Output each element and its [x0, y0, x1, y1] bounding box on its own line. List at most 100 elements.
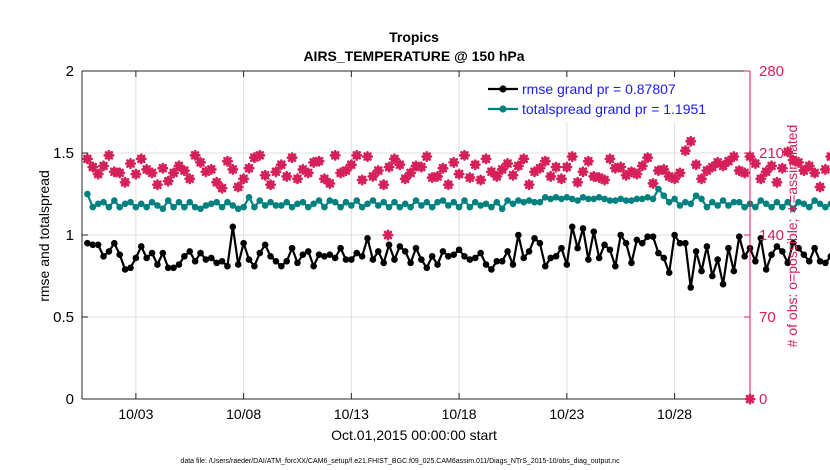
- rmse-point: [504, 248, 511, 255]
- obs-assimilated-marker: [690, 159, 702, 171]
- obs-possible-marker: [703, 166, 711, 175]
- rmse-point: [434, 261, 441, 268]
- rmse-point: [574, 244, 581, 252]
- rmse-point: [294, 259, 301, 267]
- y-right-tick-label: 280: [759, 63, 784, 80]
- totalspread-point: [741, 203, 748, 211]
- rmse-point: [725, 244, 732, 252]
- obs-possible-marker: [826, 152, 830, 161]
- obs-assimilated-marker: [550, 161, 562, 173]
- totalspread-point: [418, 202, 425, 209]
- obs-assimilated-marker: [545, 170, 557, 182]
- obs-assimilated-marker-stroke: [223, 156, 232, 166]
- obs-possible-marker: [805, 161, 814, 170]
- totalspread-point: [127, 198, 134, 206]
- totalspread-point: [617, 195, 625, 203]
- obs-assimilated-marker: [582, 155, 594, 167]
- y-right-axis-ticks: 0 70 140 210 280: [744, 63, 784, 408]
- y-left-axis-label: rmse and totalspread: [36, 170, 52, 302]
- obs-assimilated-marker: [130, 168, 142, 180]
- obs-possible-marker: [514, 161, 523, 170]
- rmse-point: [132, 254, 140, 262]
- totalspread-point: [757, 197, 765, 204]
- obs-assimilated-marker: [98, 160, 110, 172]
- rmse-point: [471, 254, 479, 262]
- obs-possible-marker: [293, 174, 302, 183]
- x-axis-ticks: 10/03 10/08 10/13 10/18 10/23 10/28: [118, 71, 692, 422]
- totalspread-point: [407, 203, 414, 211]
- obs-assimilated-marker-stroke: [373, 166, 383, 175]
- obs-possible-marker: [88, 163, 97, 171]
- rmse-point: [197, 249, 204, 257]
- totalspread-point: [116, 203, 124, 211]
- obs-assimilated-marker: [776, 162, 788, 174]
- rmse-point: [547, 254, 554, 262]
- totalspread-point: [261, 202, 269, 209]
- obs-assimilated-marker: [496, 163, 508, 175]
- y-left-tick-label: 1.5: [53, 145, 74, 162]
- y-left-tick-label: 0.5: [53, 309, 74, 326]
- obs-possible-marker: [767, 161, 776, 170]
- totalspread-point: [779, 203, 786, 211]
- obs-possible-marker: [487, 167, 496, 176]
- obs-possible-marker: [374, 166, 383, 175]
- obs-assimilated-marker-stroke: [794, 158, 803, 167]
- obs-assimilated-marker-stroke: [180, 166, 189, 175]
- rmse-line: [87, 225, 830, 289]
- totalspread-point: [159, 205, 167, 213]
- obs-assimilated-marker-stroke: [438, 163, 448, 173]
- obs-possible-marker: [649, 179, 657, 188]
- totalspread-point: [585, 195, 592, 203]
- obs-possible-marker: [325, 179, 334, 188]
- obs-assimilated-marker-stroke: [788, 155, 798, 165]
- x-axis-label: Oct.01,2015 00:00:00 start: [331, 427, 497, 443]
- obs-assimilated-marker-stroke: [244, 163, 254, 173]
- obs-possible-marker: [234, 183, 243, 191]
- obs-possible-marker: [315, 157, 323, 166]
- totalspread-point: [207, 200, 215, 208]
- obs-assimilated-marker-stroke: [578, 167, 588, 177]
- obs-possible-marker: [719, 161, 727, 170]
- totalspread-point: [412, 197, 420, 204]
- obs-possible-marker: [616, 163, 625, 171]
- totalspread-point: [267, 198, 274, 206]
- rmse-point: [708, 272, 716, 280]
- obs-assimilated-marker: [432, 170, 444, 182]
- obs-assimilated-marker-stroke: [190, 151, 200, 160]
- totalspread-point: [272, 202, 280, 209]
- totalspread-point: [148, 198, 156, 206]
- obs-possible-marker: [584, 157, 593, 166]
- obs-possible-marker: [460, 151, 469, 160]
- rmse-point: [827, 253, 830, 260]
- obs-possible-marker: [525, 180, 534, 189]
- obs-assimilated-marker-stroke: [196, 158, 205, 167]
- rmse-point: [428, 253, 436, 260]
- obs-assimilated-marker-stroke: [815, 182, 825, 192]
- obs-assimilated-marker-stroke: [648, 179, 658, 188]
- obs-assimilated-marker-stroke: [465, 173, 475, 182]
- obs-possible-marker: [347, 160, 356, 169]
- obs-assimilated-marker-stroke: [276, 160, 286, 170]
- totalspread-point: [660, 192, 668, 199]
- totalspread-point: [762, 200, 770, 208]
- obs-possible-marker: [363, 152, 372, 161]
- obs-possible-marker: [670, 174, 679, 183]
- obs-assimilated-marker-stroke: [546, 172, 556, 181]
- rmse-point: [423, 264, 431, 272]
- rmse-point: [385, 241, 393, 249]
- totalspread-point: [541, 193, 549, 201]
- totalspread-point: [708, 198, 716, 206]
- totalspread-point: [655, 185, 662, 193]
- obs-assimilated-marker-stroke: [691, 160, 701, 170]
- totalspread-point: [590, 195, 598, 203]
- totalspread-point: [547, 195, 554, 203]
- totalspread-point: [520, 198, 528, 206]
- rmse-point: [364, 234, 371, 242]
- obs-assimilated-marker: [523, 179, 535, 191]
- obs-assimilated-marker-stroke: [115, 168, 125, 178]
- obs-assimilated-marker: [809, 167, 821, 179]
- obs-assimilated-marker-stroke: [783, 147, 793, 157]
- totalspread-point: [304, 203, 312, 211]
- obs-assimilated-marker-stroke: [293, 174, 302, 184]
